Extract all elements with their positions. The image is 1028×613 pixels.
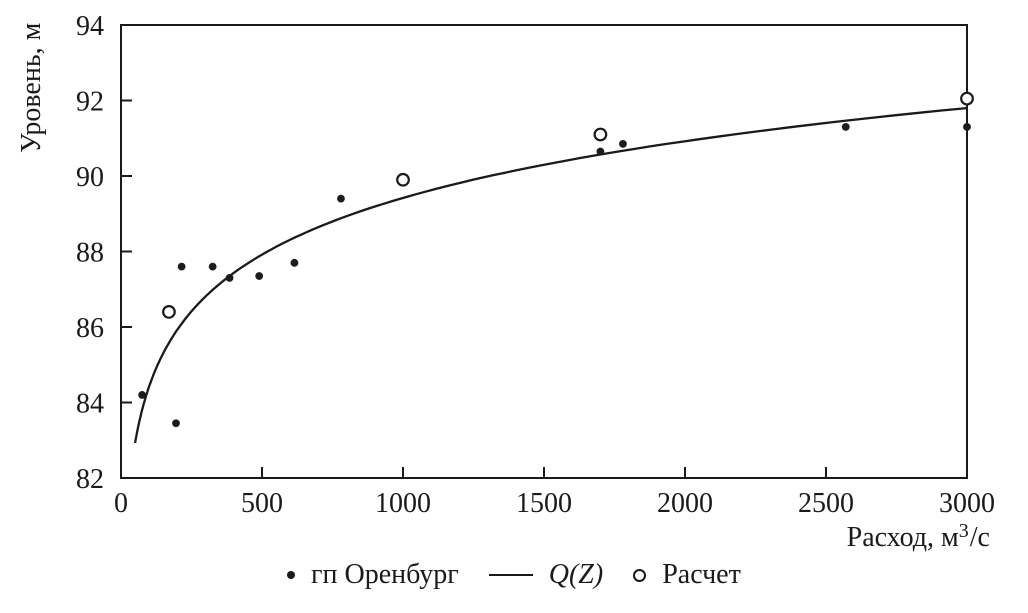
observed-point [208, 262, 217, 271]
calculated-point [593, 127, 608, 142]
observed-point [138, 391, 147, 399]
legend-item-calculated: Расчет [633, 559, 741, 591]
calculated-point [162, 305, 176, 319]
observed-point [963, 123, 971, 131]
y-tick-label: 92 [76, 87, 104, 118]
observed-point [290, 258, 299, 267]
observed-point [337, 194, 345, 203]
x-axis-title: Расход, м3/с [847, 520, 990, 554]
calculated-point [396, 172, 410, 187]
fit-curve [133, 106, 968, 444]
observed-point [619, 140, 627, 148]
observed-point [255, 272, 264, 280]
y-tick-label: 90 [76, 162, 104, 193]
line-icon [488, 574, 533, 576]
y-tick-label: 88 [76, 238, 104, 269]
calculated-point [960, 91, 974, 106]
x-tick-label: 2000 [657, 488, 713, 519]
observed-point [177, 262, 186, 271]
x-tick-label: 0 [114, 488, 128, 519]
legend-item-observed: гп Оренбург [287, 559, 459, 591]
legend-label-curve: Q(Z) [548, 559, 604, 590]
x-tick-label: 2500 [798, 488, 854, 519]
legend: гп Оренбург Q(Z) Расчет [287, 558, 741, 592]
y-axis-title: Уровень, м [16, 23, 48, 153]
filled-dot-icon [287, 571, 295, 579]
y-tick-label: 94 [76, 11, 104, 42]
y-tick-label: 84 [76, 389, 104, 420]
observed-point [225, 274, 234, 282]
legend-label-calculated: Расчет [662, 559, 741, 590]
observed-point [172, 419, 180, 428]
x-tick-label: 3000 [939, 488, 995, 519]
legend-item-curve: Q(Z) [488, 559, 604, 591]
x-axis-title-text: Расход, м [846, 522, 959, 553]
x-tick-label: 1500 [516, 488, 572, 519]
plot-box [120, 24, 968, 479]
legend-label-observed: гп Оренбург [311, 559, 459, 590]
x-tick-label: 500 [241, 488, 283, 519]
y-tick-label: 82 [76, 464, 104, 495]
observed-point [841, 123, 850, 131]
open-circle-icon [633, 568, 647, 582]
x-tick-label: 1000 [375, 488, 431, 519]
x-axis-title-unit: /с [969, 522, 990, 553]
x-axis-title-superscript: 3 [958, 520, 969, 542]
y-axis-title-text: Уровень, м [16, 22, 47, 153]
y-tick-label: 86 [76, 313, 104, 344]
